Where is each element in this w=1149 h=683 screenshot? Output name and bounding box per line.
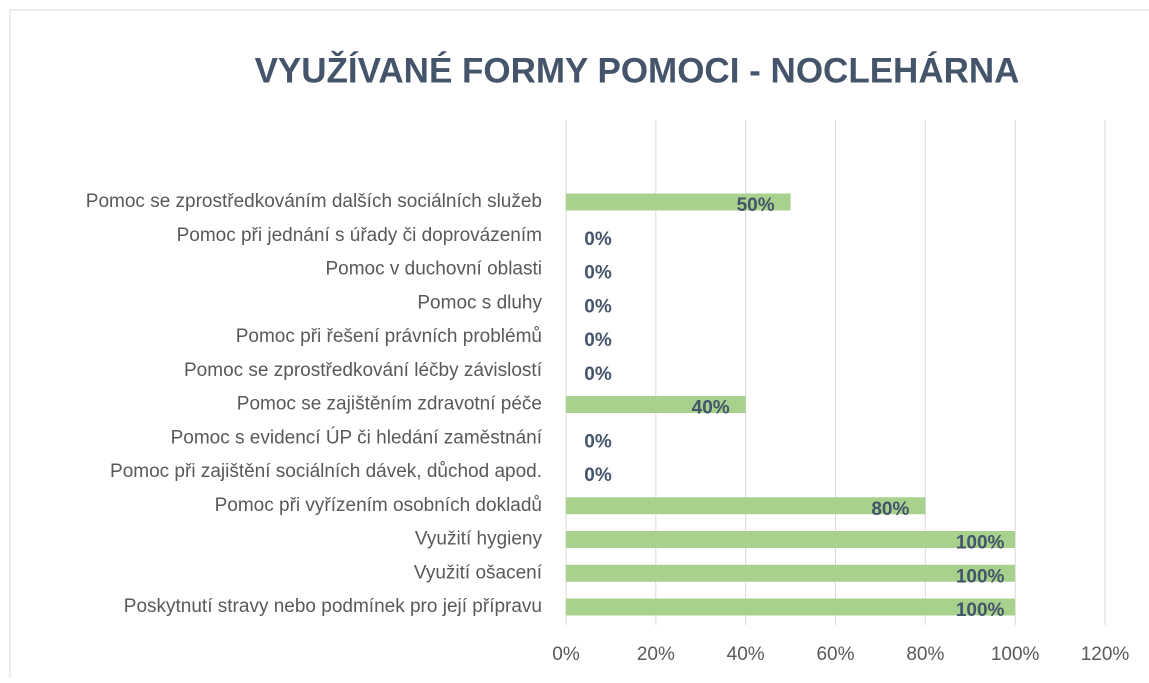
y-tick-label: Pomoc se zajištěním zdravotní péče	[237, 394, 542, 415]
bar	[566, 564, 1016, 582]
data-label: 100%	[956, 566, 1005, 587]
y-tick-label: Využití hygieny	[415, 529, 543, 550]
y-tick-label: Pomoc při vyřízením osobních dokladů	[215, 495, 542, 516]
data-label: 0%	[584, 296, 612, 317]
data-label: 50%	[737, 195, 775, 216]
x-tick-label: 20%	[637, 644, 675, 665]
y-tick-label: Využití ošacení	[414, 562, 543, 583]
data-label: 40%	[692, 398, 730, 419]
x-tick-label: 80%	[906, 644, 944, 665]
bar	[566, 193, 791, 211]
y-tick-label: Pomoc při jednání s úřady či doprovázení…	[177, 225, 542, 246]
y-tick-label: Pomoc se zprostředkováním dalších sociál…	[86, 191, 542, 212]
data-label: 0%	[584, 263, 612, 284]
y-tick-label: Pomoc v duchovní oblasti	[325, 259, 542, 280]
y-tick-label: Pomoc s evidencí ÚP či hledání zaměstnán…	[171, 426, 543, 448]
bar	[566, 531, 1016, 548]
y-tick-label: Poskytnutí stravy nebo podmínek pro její…	[124, 596, 542, 617]
y-tick-label: Pomoc při řešení právních problémů	[236, 326, 542, 347]
data-label: 100%	[956, 600, 1005, 621]
data-label: 0%	[584, 364, 612, 385]
x-tick-label: 0%	[552, 644, 580, 665]
x-tick-label: 40%	[727, 644, 765, 665]
x-tick-label: 120%	[1081, 644, 1130, 665]
y-tick-label: Pomoc při zajištění sociálních dávek, dů…	[110, 461, 542, 482]
chart-title: VYUŽÍVANÉ FORMY POMOCI - NOCLEHÁRNA	[255, 50, 1020, 90]
x-tick-label: 60%	[816, 644, 854, 665]
data-label: 80%	[871, 499, 909, 520]
bar	[566, 598, 1016, 616]
data-label: 0%	[584, 229, 612, 250]
data-label: 0%	[584, 330, 612, 351]
bar	[566, 497, 926, 515]
bar	[566, 396, 746, 413]
y-tick-label: Pomoc se zprostředkování léčby závislost…	[184, 360, 543, 381]
data-label: 100%	[956, 533, 1005, 554]
x-tick-label: 100%	[991, 644, 1040, 665]
data-label: 0%	[584, 465, 612, 486]
y-tick-label: Pomoc s dluhy	[417, 292, 542, 313]
data-label: 0%	[584, 431, 612, 452]
